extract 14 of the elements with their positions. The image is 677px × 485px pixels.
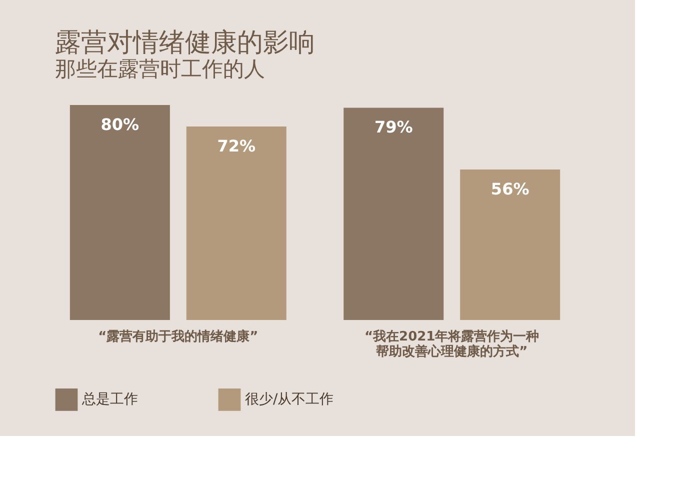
data-label: 80%	[100, 115, 140, 134]
data-label: 72%	[217, 136, 256, 156]
bar	[70, 105, 170, 320]
legend-label: 总是工作	[81, 392, 138, 408]
x-tick-label: “我在2021年将露营作为一种帮助改善心理健康的方式”	[364, 328, 540, 360]
bar	[460, 170, 560, 320]
bar	[186, 126, 286, 320]
x-tick-label: “露营有助于我的情绪健康”	[98, 328, 258, 344]
chart-title: 露营对情绪健康的影响	[55, 28, 315, 58]
bar	[344, 108, 444, 320]
data-label: 79%	[374, 118, 413, 137]
chart-subtitle: 那些在露营时工作的人	[55, 57, 265, 81]
data-label: 56%	[490, 180, 530, 198]
legend-label: 很少/从不工作	[245, 392, 334, 408]
